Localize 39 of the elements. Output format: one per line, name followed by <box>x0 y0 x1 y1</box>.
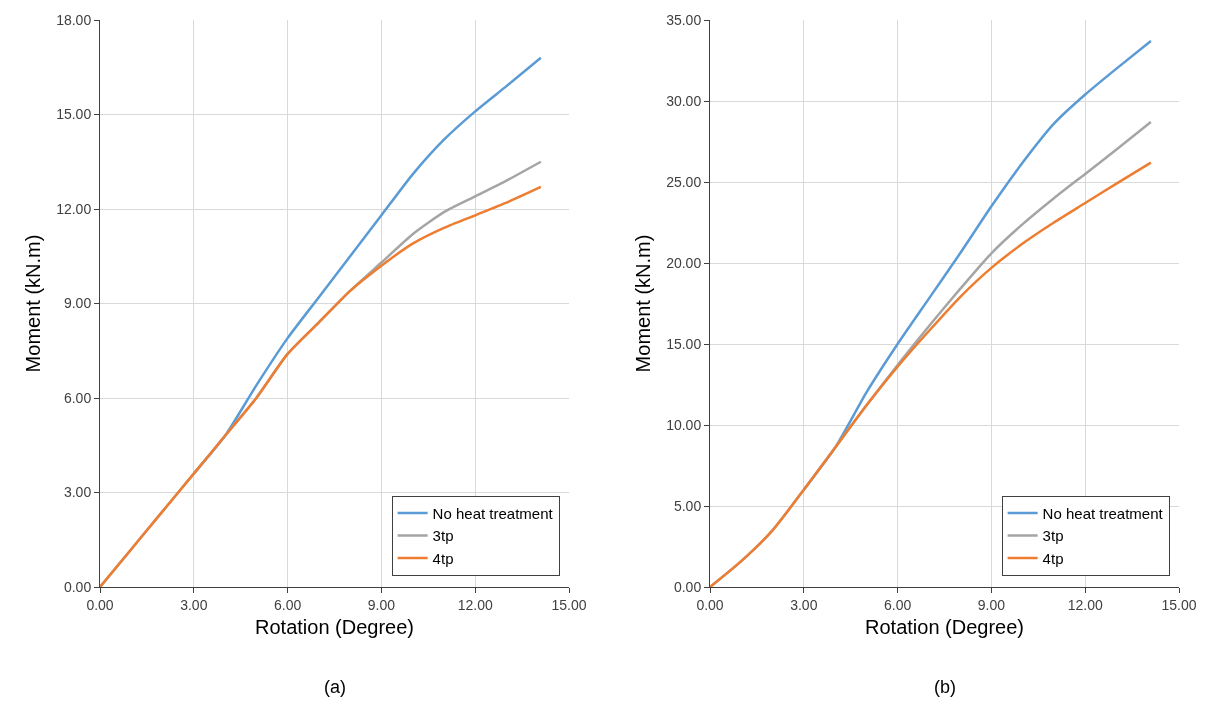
y-tick-label: 25.00 <box>666 173 702 190</box>
x-tick-label: 12.00 <box>457 596 493 613</box>
y-tick-label: 12.00 <box>56 200 92 217</box>
x-tick-label: 9.00 <box>977 596 1006 613</box>
legend-label: No heat treatment <box>1042 504 1164 522</box>
text: (a) <box>324 677 346 697</box>
y-tick-label: 18.00 <box>56 11 92 28</box>
x-axis-title: Rotation (Degree) <box>865 616 1024 639</box>
y-tick-label: 6.00 <box>63 389 92 406</box>
x-tick-label: 0.00 <box>86 596 114 613</box>
x-axis-title: Rotation (Degree) <box>255 616 414 639</box>
x-tick-label: 3.00 <box>790 596 818 613</box>
y-tick-label: 5.00 <box>673 497 702 514</box>
y-tick-label: 20.00 <box>666 254 702 271</box>
y-tick-label: 30.00 <box>666 92 702 109</box>
x-tick-label: 15.00 <box>551 596 587 613</box>
y-axis-title: Moment (kN.m) <box>631 234 654 373</box>
y-axis-title: Moment (kN.m) <box>21 234 44 373</box>
y-tick-label: 0.00 <box>673 578 702 595</box>
legend-label: 4tp <box>1042 549 1064 567</box>
x-tick-label: 0.00 <box>696 596 724 613</box>
y-tick-label: 15.00 <box>56 106 92 123</box>
y-tick-label: 0.00 <box>63 578 92 595</box>
y-tick-label: 9.00 <box>63 295 92 312</box>
legend-label: No heat treatment <box>432 504 554 522</box>
y-tick-label: 3.00 <box>63 484 92 501</box>
y-tick-label: 15.00 <box>666 335 702 352</box>
y-tick-label: 35.00 <box>666 11 702 28</box>
x-tick-label: 12.00 <box>1067 596 1103 613</box>
x-tick-label: 9.00 <box>367 596 396 613</box>
legend-label: 4tp <box>432 549 454 567</box>
legend-label: 3tp <box>432 527 454 545</box>
x-tick-label: 15.00 <box>1161 596 1197 613</box>
y-tick-label: 10.00 <box>666 416 702 433</box>
x-tick-label: 3.00 <box>180 596 208 613</box>
x-tick-label: 6.00 <box>883 596 912 613</box>
text: (b) <box>934 677 956 697</box>
legend-label: 3tp <box>1042 527 1064 545</box>
x-tick-label: 6.00 <box>273 596 302 613</box>
